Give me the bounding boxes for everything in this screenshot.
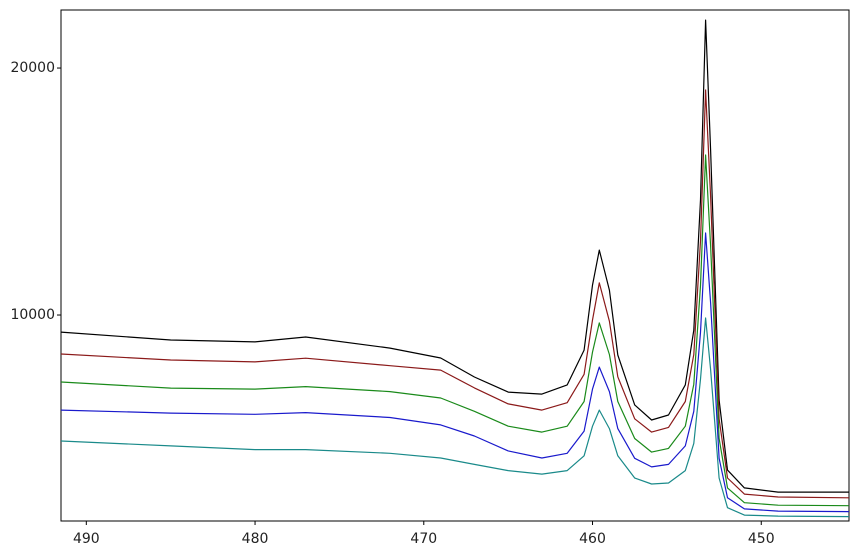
plot-frame <box>60 9 850 522</box>
spectrum-line <box>60 232 850 513</box>
x-tick-label: 460 <box>579 531 606 547</box>
x-tick-label: 450 <box>748 531 775 547</box>
spectrum-line <box>60 154 850 507</box>
spectrum-line <box>60 317 850 518</box>
x-tick-label: 480 <box>242 531 269 547</box>
x-tick-label: 490 <box>73 531 100 547</box>
y-tick-label: 10000 <box>10 307 55 323</box>
x-tick-label: 470 <box>410 531 437 547</box>
spectrum-line <box>60 19 849 493</box>
y-tick-label: 20000 <box>10 60 55 76</box>
spectrum-line <box>60 89 850 499</box>
